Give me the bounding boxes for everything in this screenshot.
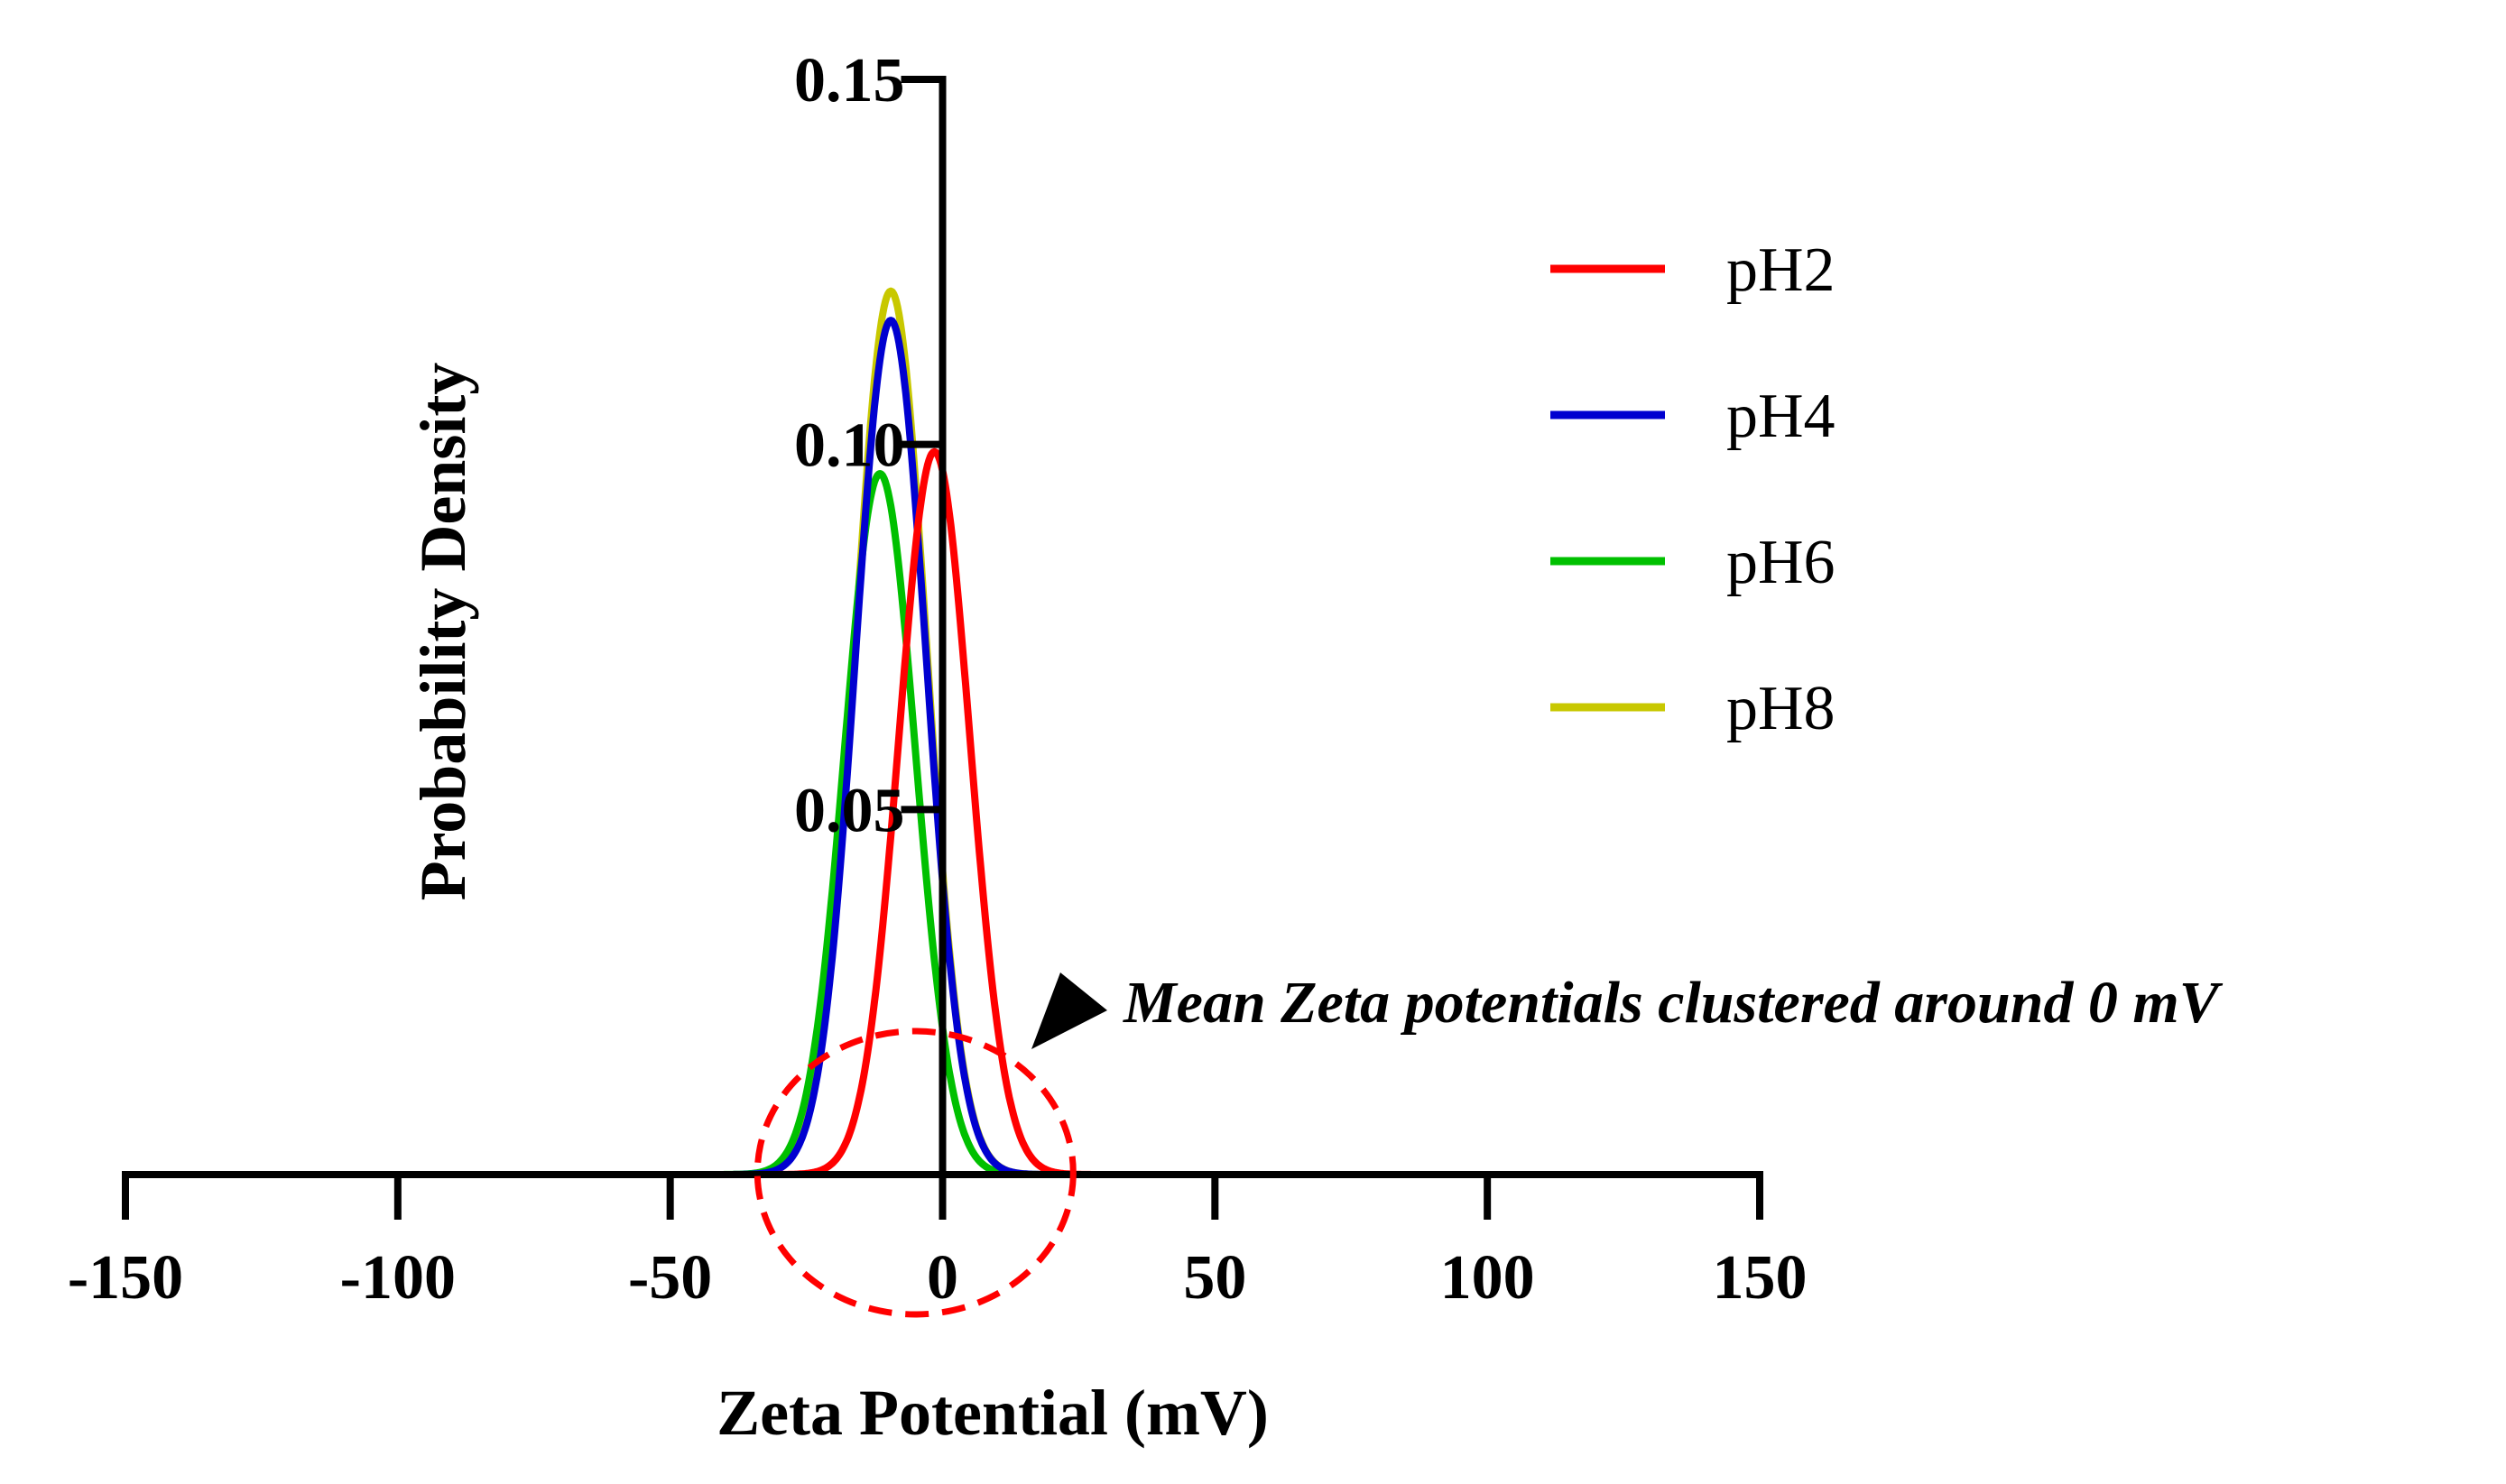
axes-layer: -150 -100 -50 0 50 100 150 0.05 0.10 0.15 <box>68 46 1808 1313</box>
annotation-layer: Mean Zeta potentials clustered around 0 … <box>754 970 2224 1318</box>
legend-label: pH8 <box>1726 674 1836 743</box>
x-tick-label: -50 <box>628 1243 712 1313</box>
legend-item-ph6: pH6 <box>1550 528 1836 597</box>
x-tick-label: -100 <box>340 1243 456 1313</box>
y-axis-title: Probability Density <box>407 363 479 901</box>
highlight-circle <box>754 1028 1077 1318</box>
legend-label: pH6 <box>1726 528 1836 597</box>
x-tick-label: 50 <box>1183 1243 1246 1313</box>
x-tick-label: -150 <box>68 1243 183 1313</box>
x-axis-title: Zeta Potential (mV) <box>717 1377 1269 1449</box>
y-tick-label: 0.10 <box>794 411 905 481</box>
legend-label: pH4 <box>1726 382 1836 451</box>
legend-label: pH2 <box>1726 235 1836 305</box>
legend-item-ph2: pH2 <box>1550 235 1836 305</box>
annotation-text: Mean Zeta potentials clustered around 0 … <box>1123 970 2224 1036</box>
legend: pH2 pH4 pH6 pH8 <box>1550 235 1836 743</box>
y-tick-label: 0.15 <box>794 46 905 115</box>
y-tick-label: 0.05 <box>794 776 905 845</box>
x-tick-label: 0 <box>927 1243 958 1313</box>
annotation-arrow-icon <box>1031 972 1107 1049</box>
legend-item-ph4: pH4 <box>1550 382 1836 451</box>
x-tick-label: 100 <box>1440 1243 1535 1313</box>
legend-item-ph8: pH8 <box>1550 674 1836 743</box>
x-tick-label: 150 <box>1713 1243 1808 1313</box>
